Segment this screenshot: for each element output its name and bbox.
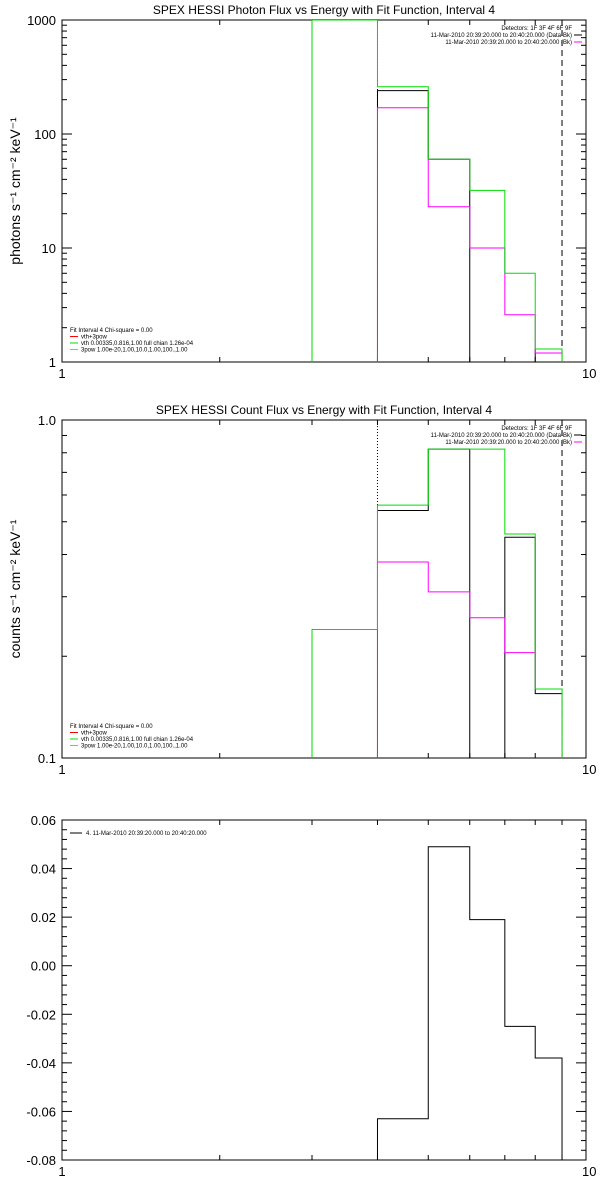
y-tick-label: -0.06: [26, 1104, 56, 1119]
annotation-text: Detectors: 1F 3F 4F 6F 9F: [501, 426, 572, 432]
fit-legend-text: Fit Interval 4 Chi-square = 0.00: [70, 724, 153, 730]
series-background-histogram: [376, 107, 563, 362]
y-tick-label: 0.02: [31, 910, 56, 925]
x-tick-label: 10: [582, 762, 596, 777]
y-tick-label: 1: [49, 355, 56, 370]
plot-frame: [61, 819, 587, 1161]
fit-legend-text: vth 0.00335,0.816,1.00 full chian 1.26e-…: [81, 737, 194, 743]
chart-panel-2: SPEX HESSI Count Flux vs Energy with Fit…: [7, 403, 596, 777]
annotation-text: 11-Mar-2010 20:39:20.000 to 20:40:20.000…: [431, 33, 572, 39]
y-tick-label: -0.02: [26, 1007, 56, 1022]
series-data-minus-bk-histogram: [376, 846, 563, 1160]
chart-title: SPEX HESSI Photon Flux vs Energy with Fi…: [153, 3, 495, 17]
y-axis-label: photons s⁻¹ cm⁻² keV⁻¹: [7, 117, 23, 265]
annotation-text: 11-Mar-2010 20:39:20.000 to 20:40:20.000…: [431, 433, 572, 439]
y-tick-label: 0.1: [38, 751, 56, 766]
chart-panel-3: 1 10 -0.08 -0.06 -0.04 -0.02 0.00 0.02 0.04 0.06 4…: [26, 813, 596, 1179]
series-data-minus-bk-histogram: [376, 90, 563, 362]
legend-text: 4. 11-Mar-2010 20:39:20.000 to 20:40:20.…: [86, 831, 207, 837]
x-tick-label: 1: [58, 366, 65, 381]
y-tick-label: 100: [34, 127, 56, 142]
fit-legend-text: vth+3pow: [81, 731, 108, 737]
series-model-histogram: [311, 20, 563, 362]
chart-panel-1: SPEX HESSI Photon Flux vs Energy with Fi…: [7, 3, 596, 381]
y-axis-label: counts s⁻¹ cm⁻² keV⁻¹: [7, 519, 23, 658]
chart-title: SPEX HESSI Count Flux vs Energy with Fit…: [156, 403, 492, 417]
y-tick-label: -0.08: [26, 1153, 56, 1168]
annotation-text: Detectors: 1F 3F 4F 6F 9F: [501, 26, 572, 32]
series-model-histogram: [311, 448, 563, 758]
y-tick-label: 0.04: [31, 862, 56, 877]
x-tick-label: 10: [582, 366, 596, 381]
annotation-text: 11-Mar-2010 20:39:20.000 to 20:40:20.000…: [445, 40, 572, 46]
series-data-minus-bk-histogram: [376, 448, 563, 758]
plot-frame: [61, 419, 587, 759]
y-tick-label: 10: [42, 241, 56, 256]
x-tick-label: 10: [582, 1164, 596, 1179]
fit-legend-text: Fit Interval 4 Chi-square = 0.00: [70, 328, 153, 334]
y-tick-label: -0.04: [26, 1056, 56, 1071]
annotation-text: 11-Mar-2010 20:39:20.000 to 20:40:20.000…: [445, 440, 572, 446]
fit-legend-text: vth+3pow: [81, 335, 108, 341]
x-tick-label: 1: [58, 762, 65, 777]
y-tick-label: 1000: [27, 13, 56, 28]
series-background-histogram: [376, 561, 563, 758]
fit-legend-text: 3pow 1.00e-20,1.00,10.0,1.00,100.,1.00: [81, 348, 188, 354]
y-tick-label: 0.06: [31, 813, 56, 828]
y-tick-label: 1.0: [38, 413, 56, 428]
y-tick-label: 0.00: [31, 959, 56, 974]
x-tick-label: 1: [58, 1164, 65, 1179]
plot-frame: [61, 19, 587, 363]
fit-legend-text: 3pow 1.00e-20,1.00,10.0,1.00,100.,1.00: [81, 744, 188, 750]
fit-legend-text: vth 0.00335,0.816,1.00 full chian 1.26e-…: [81, 341, 194, 347]
